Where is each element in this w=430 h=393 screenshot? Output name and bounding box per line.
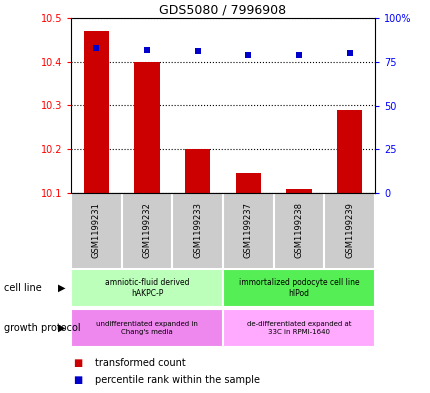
Point xyxy=(93,45,100,51)
Text: GSM1199239: GSM1199239 xyxy=(344,202,353,259)
Text: ▶: ▶ xyxy=(58,283,65,293)
Title: GDS5080 / 7996908: GDS5080 / 7996908 xyxy=(159,4,286,17)
Text: transformed count: transformed count xyxy=(95,358,185,368)
Point xyxy=(143,46,150,53)
Bar xyxy=(184,149,210,193)
Text: cell line: cell line xyxy=(4,283,42,293)
Text: GSM1199233: GSM1199233 xyxy=(193,202,202,259)
Bar xyxy=(134,62,160,193)
Text: GSM1199237: GSM1199237 xyxy=(243,202,252,259)
Bar xyxy=(223,309,374,347)
Bar xyxy=(235,173,261,193)
Text: GSM1199232: GSM1199232 xyxy=(142,202,151,259)
Bar xyxy=(71,269,223,307)
Text: amniotic-fluid derived
hAKPC-P: amniotic-fluid derived hAKPC-P xyxy=(104,278,189,298)
Text: growth protocol: growth protocol xyxy=(4,323,81,333)
Bar xyxy=(83,31,109,193)
Point xyxy=(345,50,352,56)
Text: ■: ■ xyxy=(73,358,82,368)
Text: undifferentiated expanded in
Chang's media: undifferentiated expanded in Chang's med… xyxy=(96,321,197,335)
Text: de-differentiated expanded at
33C in RPMI-1640: de-differentiated expanded at 33C in RPM… xyxy=(246,321,350,335)
Text: ▶: ▶ xyxy=(58,323,65,333)
Bar xyxy=(71,309,223,347)
Point xyxy=(295,51,302,58)
Text: percentile rank within the sample: percentile rank within the sample xyxy=(95,375,259,386)
Text: immortalized podocyte cell line
hIPod: immortalized podocyte cell line hIPod xyxy=(238,278,359,298)
Text: GSM1199231: GSM1199231 xyxy=(92,202,101,259)
Point xyxy=(194,48,201,54)
Bar xyxy=(223,269,374,307)
Point xyxy=(244,51,251,58)
Bar xyxy=(336,110,362,193)
Text: ■: ■ xyxy=(73,375,82,386)
Text: GSM1199238: GSM1199238 xyxy=(294,202,303,259)
Bar xyxy=(286,189,311,193)
